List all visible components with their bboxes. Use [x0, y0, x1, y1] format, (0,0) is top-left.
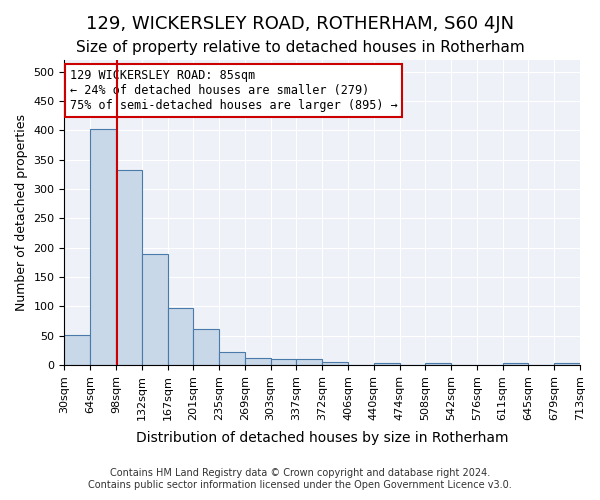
Text: 129 WICKERSLEY ROAD: 85sqm
← 24% of detached houses are smaller (279)
75% of sem: 129 WICKERSLEY ROAD: 85sqm ← 24% of deta…	[70, 69, 397, 112]
Bar	[322, 362, 348, 365]
Bar	[219, 352, 245, 365]
Bar	[116, 170, 142, 365]
Bar	[90, 128, 116, 365]
Bar	[64, 334, 90, 365]
X-axis label: Distribution of detached houses by size in Rotherham: Distribution of detached houses by size …	[136, 431, 508, 445]
Text: Contains HM Land Registry data © Crown copyright and database right 2024.
Contai: Contains HM Land Registry data © Crown c…	[88, 468, 512, 490]
Bar	[142, 254, 167, 365]
Bar	[425, 362, 451, 365]
Bar	[167, 308, 193, 365]
Bar	[503, 362, 529, 365]
Bar	[296, 359, 322, 365]
Bar	[193, 328, 219, 365]
Text: Size of property relative to detached houses in Rotherham: Size of property relative to detached ho…	[76, 40, 524, 55]
Bar	[245, 358, 271, 365]
Bar	[554, 362, 580, 365]
Bar	[374, 362, 400, 365]
Y-axis label: Number of detached properties: Number of detached properties	[15, 114, 28, 311]
Bar	[271, 359, 296, 365]
Text: 129, WICKERSLEY ROAD, ROTHERHAM, S60 4JN: 129, WICKERSLEY ROAD, ROTHERHAM, S60 4JN	[86, 15, 514, 33]
